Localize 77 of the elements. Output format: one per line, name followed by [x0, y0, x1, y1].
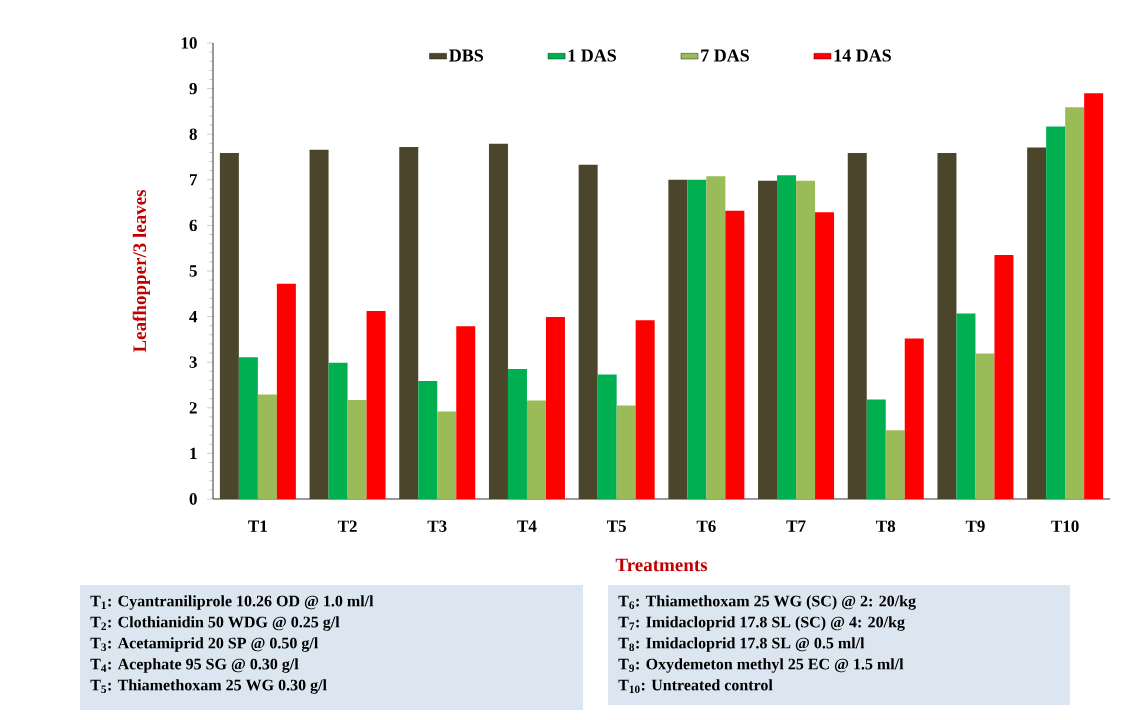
bar — [366, 311, 386, 499]
bar — [437, 411, 457, 499]
y-tick-label: 8 — [189, 128, 197, 140]
x-tick-label: T4 — [517, 520, 537, 532]
legend-label: 1 DAS — [568, 49, 616, 62]
legend-label: 14 DAS — [834, 49, 891, 62]
bar — [956, 313, 976, 499]
bar — [635, 320, 655, 499]
legend-label: DBS — [449, 49, 484, 62]
bar — [866, 399, 886, 499]
y-tick-label: 1 — [190, 447, 197, 459]
y-tick-label: 10 — [181, 37, 197, 49]
text: T$_{6}$: Thiamethoxam 25 WG (SC) @ 2: 20/kg — [618, 595, 916, 610]
bar — [578, 164, 598, 499]
bar — [1046, 126, 1066, 499]
x-tick-label: T6 — [696, 520, 716, 532]
text: T$_{8}$: Imidacloprid 17.8 SL @ 0.5 ml/l — [618, 637, 865, 652]
x-tick-label: T1 — [248, 520, 267, 532]
bar — [796, 180, 816, 499]
x-tick-label: T2 — [337, 520, 357, 532]
bar — [1027, 147, 1047, 499]
text: T$_{10}$: Untreated control — [618, 679, 773, 693]
text: T$_{3}$: Acetamiprid 20 SP @ 0.50 g/l — [90, 637, 319, 652]
bar — [597, 374, 617, 499]
bar — [238, 357, 258, 499]
y-tick-label: 6 — [189, 219, 197, 232]
bar — [815, 212, 835, 499]
bar — [687, 179, 707, 499]
x-tick-label: T8 — [876, 520, 896, 532]
bar — [847, 152, 867, 499]
bar — [1065, 107, 1085, 499]
bar — [257, 394, 277, 499]
text: T$_{5}$: Thiamethoxam 25 WG 0.30 g/l — [90, 679, 327, 694]
text: T$_{7}$: Imidacloprid 17.8 SL (SC) @ 4: 20/kg — [618, 616, 905, 631]
x-tick-label: T9 — [965, 520, 985, 532]
bar — [526, 400, 546, 499]
y-tick-label: 9 — [189, 82, 197, 95]
bar — [904, 338, 924, 499]
bar — [219, 152, 239, 499]
bar — [545, 317, 565, 499]
x-tick-label: T3 — [427, 520, 447, 532]
y-tick-label: 0 — [189, 493, 197, 505]
bar — [616, 405, 636, 499]
text: T$_{4}$: Acephate 95 SG @ 0.30 g/l — [90, 658, 299, 673]
bar — [994, 255, 1014, 499]
bar — [937, 152, 957, 499]
x-axis-title: Treatments — [615, 558, 708, 572]
bar — [347, 400, 367, 499]
bar — [975, 353, 995, 499]
bar — [309, 149, 329, 499]
bar — [668, 179, 688, 499]
bar — [418, 380, 438, 499]
bar — [399, 146, 419, 499]
text: T$_{2}$: Clothianidin 50 WDG @ 0.25 g/l — [90, 616, 340, 631]
bar — [488, 143, 508, 499]
text: T$_{1}$: Cyantraniliprole 10.26 OD @ 1.0 ml/l — [90, 595, 374, 610]
y-axis-title: Leafhopper/3 leaves — [132, 189, 150, 353]
x-tick-label: T5 — [607, 520, 626, 532]
y-tick-label: 3 — [189, 356, 197, 368]
y-tick-label: 7 — [189, 174, 198, 186]
bar — [725, 210, 745, 499]
x-tick-label: T7 — [786, 520, 806, 532]
y-tick-label: 4 — [189, 311, 198, 323]
x-tick-label: T10 — [1051, 520, 1079, 532]
bar — [456, 326, 476, 499]
bar — [276, 283, 296, 499]
bar — [706, 176, 726, 499]
y-tick-label: 2 — [189, 402, 197, 414]
y-tick-label: 5 — [189, 265, 197, 277]
legend-label: 7 DAS — [701, 49, 749, 62]
bar — [507, 369, 527, 499]
bar — [328, 362, 348, 499]
bar — [758, 180, 778, 499]
bar — [885, 430, 905, 499]
bar — [777, 175, 797, 499]
text: T$_{9}$: Oxydemeton methyl 25 EC @ 1.5 ml/l — [618, 658, 904, 673]
bar — [1084, 93, 1104, 499]
